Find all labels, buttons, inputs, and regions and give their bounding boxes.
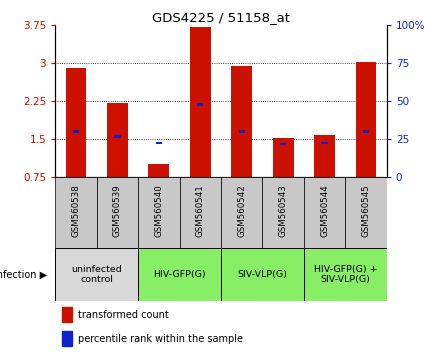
Text: infection ▶: infection ▶ bbox=[0, 269, 47, 279]
Text: GSM560538: GSM560538 bbox=[71, 184, 80, 238]
Bar bbox=[62, 331, 72, 346]
Bar bbox=[156, 142, 162, 144]
Bar bbox=[273, 138, 294, 177]
Bar bbox=[148, 164, 169, 177]
Title: GDS4225 / 51158_at: GDS4225 / 51158_at bbox=[152, 11, 290, 24]
Text: HIV-GFP(G) +
SIV-VLP(G): HIV-GFP(G) + SIV-VLP(G) bbox=[314, 265, 377, 284]
Bar bbox=[221, 248, 304, 301]
Bar bbox=[345, 177, 387, 248]
Bar bbox=[356, 62, 377, 177]
Text: GSM560539: GSM560539 bbox=[113, 185, 122, 237]
Bar bbox=[96, 177, 138, 248]
Text: GSM560542: GSM560542 bbox=[237, 184, 246, 238]
Text: GSM560545: GSM560545 bbox=[362, 184, 371, 238]
Bar bbox=[321, 142, 328, 144]
Text: GSM560540: GSM560540 bbox=[154, 184, 163, 238]
Bar bbox=[304, 177, 345, 248]
Bar bbox=[231, 67, 252, 177]
Bar bbox=[65, 68, 86, 177]
Text: transformed count: transformed count bbox=[79, 310, 169, 320]
Bar bbox=[314, 135, 335, 177]
Bar bbox=[280, 143, 286, 145]
Text: GSM560543: GSM560543 bbox=[279, 184, 288, 238]
Bar bbox=[197, 103, 204, 106]
Bar bbox=[62, 307, 72, 322]
Bar bbox=[179, 177, 221, 248]
Bar bbox=[304, 248, 387, 301]
Bar bbox=[114, 135, 121, 138]
Bar bbox=[238, 130, 245, 133]
Bar bbox=[138, 248, 221, 301]
Text: uninfected
control: uninfected control bbox=[71, 265, 122, 284]
Bar bbox=[73, 130, 79, 133]
Bar bbox=[55, 248, 138, 301]
Bar bbox=[363, 130, 369, 133]
Text: GSM560541: GSM560541 bbox=[196, 184, 205, 238]
Text: percentile rank within the sample: percentile rank within the sample bbox=[79, 333, 244, 344]
Bar bbox=[138, 177, 179, 248]
Text: HIV-GFP(G): HIV-GFP(G) bbox=[153, 270, 206, 279]
Bar bbox=[190, 27, 211, 177]
Bar bbox=[221, 177, 262, 248]
Bar bbox=[107, 103, 128, 177]
Bar bbox=[262, 177, 304, 248]
Text: GSM560544: GSM560544 bbox=[320, 184, 329, 238]
Text: SIV-VLP(G): SIV-VLP(G) bbox=[238, 270, 287, 279]
Bar bbox=[55, 177, 96, 248]
